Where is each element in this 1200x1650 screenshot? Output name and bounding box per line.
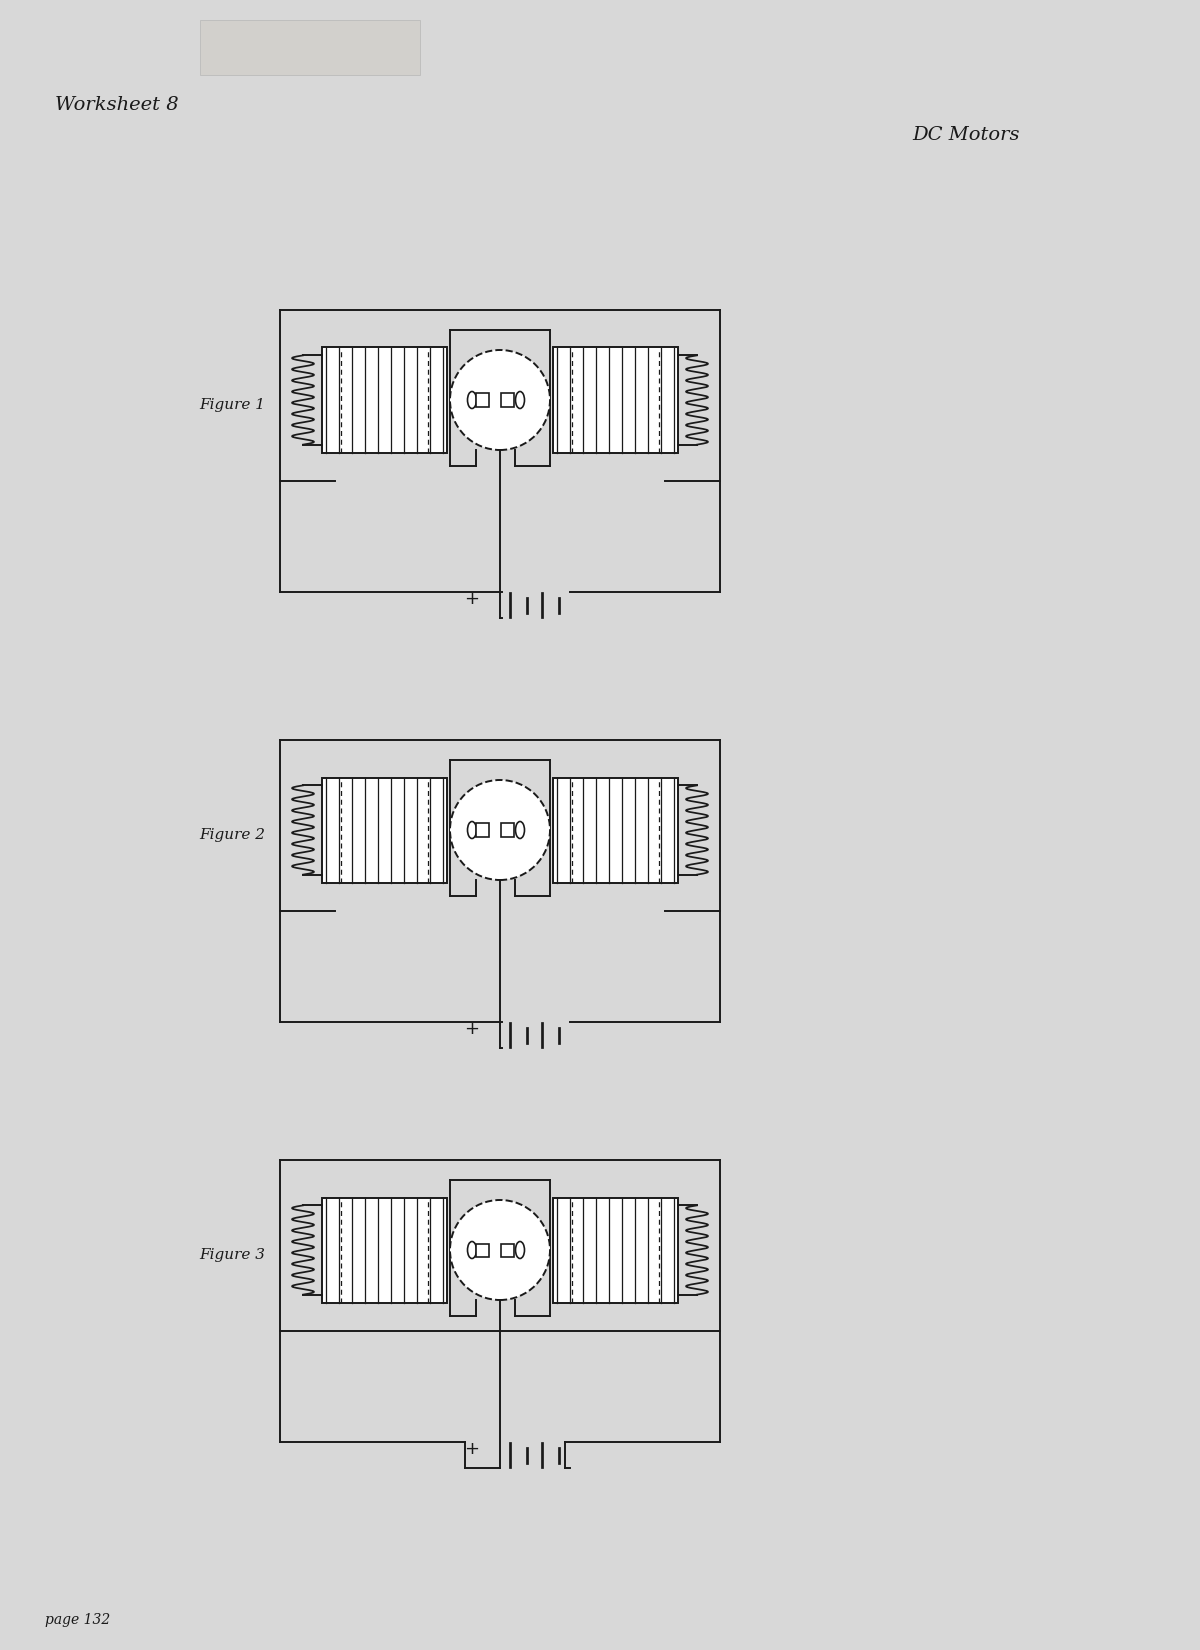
Ellipse shape [516,1241,524,1259]
Ellipse shape [516,391,524,409]
Text: +: + [464,591,480,607]
Bar [476,393,490,406]
Bar [553,348,678,452]
Text: +: + [464,1020,480,1038]
Bar [322,1198,446,1302]
Text: Figure 1: Figure 1 [199,398,265,412]
Bar [322,777,446,883]
Circle shape [450,350,550,450]
Bar [502,823,515,837]
Text: Worksheet 8: Worksheet 8 [55,96,179,114]
Bar [553,348,678,452]
Bar [322,1198,446,1302]
Bar [322,348,446,452]
Ellipse shape [468,391,476,409]
Bar [553,1198,678,1302]
Text: DC Motors: DC Motors [912,125,1020,144]
Circle shape [450,1200,550,1300]
Text: Figure 3: Figure 3 [199,1247,265,1262]
Text: +: + [464,1440,480,1459]
Bar [322,777,446,883]
Text: Figure 2: Figure 2 [199,828,265,842]
Circle shape [450,780,550,879]
Bar [553,777,678,883]
Bar [502,1244,515,1257]
Ellipse shape [516,822,524,838]
Ellipse shape [468,822,476,838]
Bar [553,777,678,883]
Bar [200,20,420,74]
Ellipse shape [468,1241,476,1259]
Text: page 132: page 132 [46,1614,110,1627]
Bar [476,823,490,837]
Bar [502,393,515,406]
Bar [322,348,446,452]
Bar [476,1244,490,1257]
Bar [553,1198,678,1302]
